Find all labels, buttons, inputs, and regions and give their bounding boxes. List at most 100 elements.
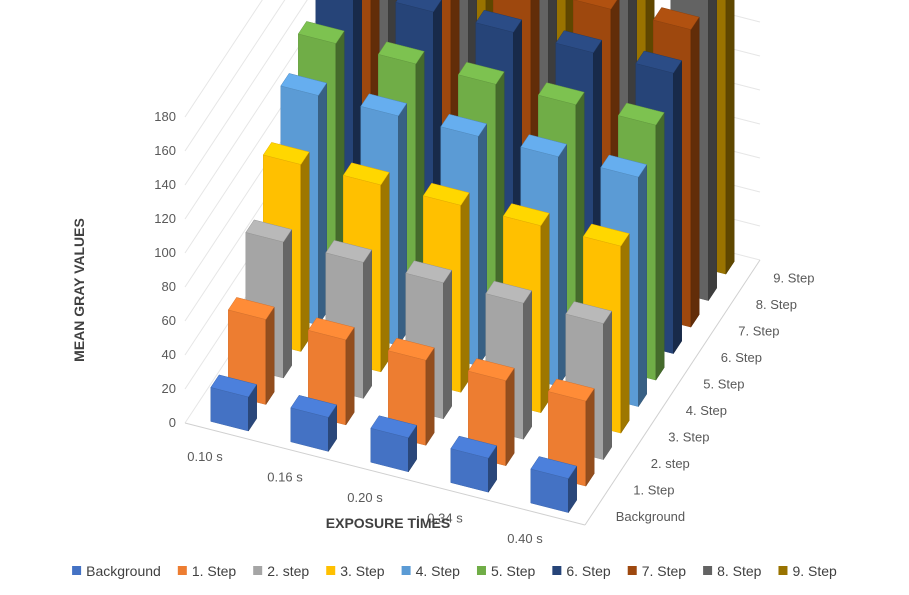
bar-top-face [457,61,505,85]
bar-top-face [635,50,683,74]
y-tick-label: 0 [169,415,176,430]
legend-label: 3. Step [340,563,385,579]
bar-side-face [558,143,567,388]
legend-label: 2. step [267,563,309,579]
depth-tick-label: 7. Step [738,323,779,338]
y-tick-label: 160 [154,143,176,158]
bar-background-3 [450,435,498,494]
legend-item: 2. step [253,563,309,579]
bar-background-4 [530,456,578,514]
bar-top-face [325,240,373,263]
legend-item: 4. Step [401,563,461,579]
depth-tick-label: 1. Step [633,482,674,497]
legend-item: 6. Step [552,563,611,579]
depth-tick-label: 3. Step [668,429,709,444]
bar-top-face [573,0,618,10]
bar-side-face [505,367,515,467]
y-tick-label: 40 [162,347,176,362]
bar-side-face [345,326,355,426]
legend-label: 9. Step [792,563,837,579]
legend-item: 3. Step [326,563,385,579]
depth-tick-label: 5. Step [703,376,744,391]
bar-top-face [377,41,425,65]
depth-tick-label: 6. Step [721,350,762,365]
x-tick-label: 0.20 s [347,490,383,505]
gridline [184,0,761,186]
bar-top-face [467,358,515,381]
x-tick-label: 0.34 s [427,510,463,525]
legend-label: 8. Step [717,563,762,579]
bar-top-face [422,182,470,206]
bar-top-face [280,73,328,96]
bar-top-face [530,456,578,479]
bar-side-face [443,269,452,420]
bar-side-face [425,346,435,447]
bar-side-face [585,387,595,487]
bar-side-face [620,232,630,434]
legend-label: 6. Step [566,563,611,579]
bar-top-face [307,317,355,341]
bar-top-face [485,280,533,304]
bar-top-face [210,374,258,398]
legend-swatch [253,566,263,575]
legend-label: 1. Step [192,563,237,579]
legend-swatch [326,566,336,575]
bar-side-face [380,171,390,373]
bar-top-face [395,0,442,13]
y-tick-label: 180 [154,109,176,124]
bar-top-face [290,395,338,418]
legend-swatch [552,566,562,575]
legend-swatch [72,566,82,575]
bar-side-face [523,289,532,441]
bar-side-face [460,191,470,394]
depth-tick-label: 4. Step [686,403,727,418]
y-axis-title: MEAN GRAY VALUES [71,218,87,362]
bar-top-face [565,301,613,324]
y-tick-label: 140 [154,177,176,192]
legend-item: Background [72,563,161,579]
legend-row: Background 1. Step 2. step 3. Step 4. Step 5.… [72,563,837,579]
depth-axis-line [584,259,761,526]
bar-top-face [547,378,595,402]
legend-item: 1. Step [177,563,237,579]
bar-side-face [603,310,612,461]
depth-tick-label: Background [616,509,685,524]
y-tick-label: 100 [154,245,176,260]
legend-swatch [401,566,411,575]
x-tick-label: 0.16 s [267,470,303,485]
legend-swatch [703,566,713,575]
bar-side-face [725,0,735,275]
bar-side-face [673,59,682,355]
bar-top-face [297,21,345,44]
bar-top-face [582,223,630,247]
depth-tick-label: 8. Step [756,297,797,312]
bar-side-face [265,306,275,406]
axes [184,259,761,526]
bar-side-face [398,102,407,347]
y-tick-label: 120 [154,211,176,226]
legend-item: 8. Step [703,563,762,579]
bar-top-face [360,93,408,117]
bar-side-face [655,111,665,381]
bar-top-face [652,7,700,30]
legend-label: 7. Step [642,563,687,579]
bar-background-2 [370,415,418,473]
gridline [184,0,286,152]
depth-tick-label: 2. step [651,456,690,471]
bar-side-face [363,249,372,400]
legend-label: 4. Step [416,563,461,579]
bar-top-face [555,30,603,53]
bar-top-face [475,9,523,33]
bar-background-0 [210,374,258,432]
bar-top-face [600,154,648,178]
legend: Background 1. Step 2. step 3. Step 4. Step 5.… [72,563,837,579]
tick-labels: 0 20 40 60 80 100 120 140 160 180 0.10 s 0.16 s 0.20… [154,109,814,546]
legend-swatch [778,566,788,575]
bar-top-face [405,260,453,284]
bar-top-face [342,162,390,186]
bar-top-face [262,142,310,165]
bar-top-face [227,297,275,320]
x-tick-label: 0.40 s [507,531,543,546]
